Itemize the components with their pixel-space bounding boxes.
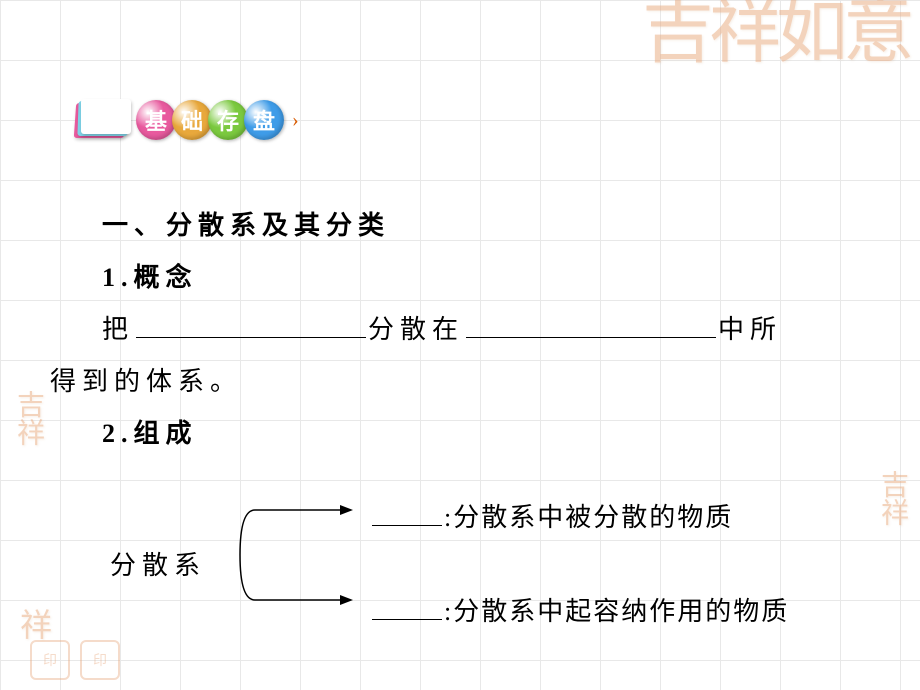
bracket-line-2: :分散系中起容纳作用的物质 (370, 586, 789, 638)
item1-text-part2: 分散在 (368, 315, 464, 344)
item1-text-part3: 中所 (718, 315, 782, 344)
blank-2 (466, 337, 716, 338)
decorative-seal-2: 印 (80, 640, 120, 680)
blank-1 (136, 337, 366, 338)
decorative-top-right: 吉祥如意 (642, 0, 910, 65)
decorative-left-mid: 吉祥 (8, 390, 48, 446)
item1-line2: 得到的体系。 (50, 356, 870, 408)
bracket-diagram: 分散系 :分散系中被分散的物质 :分散系中起容纳作用的物质 (50, 480, 870, 630)
section-title: 一、分散系及其分类 (102, 200, 870, 252)
decorative-seal-1: 印 (30, 640, 70, 680)
item1-title: 1.概念 (102, 252, 870, 304)
header-badge-row: 基础存盘 › (75, 100, 299, 140)
main-content: 一、分散系及其分类 1.概念 把 分散在 中所 得到的体系。 2.组成 分散系 :分… (50, 200, 870, 630)
chevron-right-icon: › (292, 109, 299, 132)
bracket-line2-text: :分散系中起容纳作用的物质 (444, 597, 789, 626)
book-icon (75, 100, 130, 140)
blank-4 (372, 619, 442, 620)
bracket-label: 分散系 (110, 540, 206, 592)
bracket-svg (235, 490, 375, 620)
badge-1: 础 (172, 100, 212, 140)
item2-title: 2.组成 (102, 408, 870, 460)
bracket-line-1: :分散系中被分散的物质 (370, 492, 733, 544)
blank-3 (372, 525, 442, 526)
bracket-line1-text: :分散系中被分散的物质 (444, 503, 733, 532)
badge-2: 存 (208, 100, 248, 140)
badge-3: 盘 (244, 100, 284, 140)
item1-text-part1: 把 (102, 315, 134, 344)
badge-0: 基 (136, 100, 176, 140)
item1-line1: 把 分散在 中所 (102, 304, 870, 356)
decorative-right-mid: 吉祥 (872, 470, 912, 526)
